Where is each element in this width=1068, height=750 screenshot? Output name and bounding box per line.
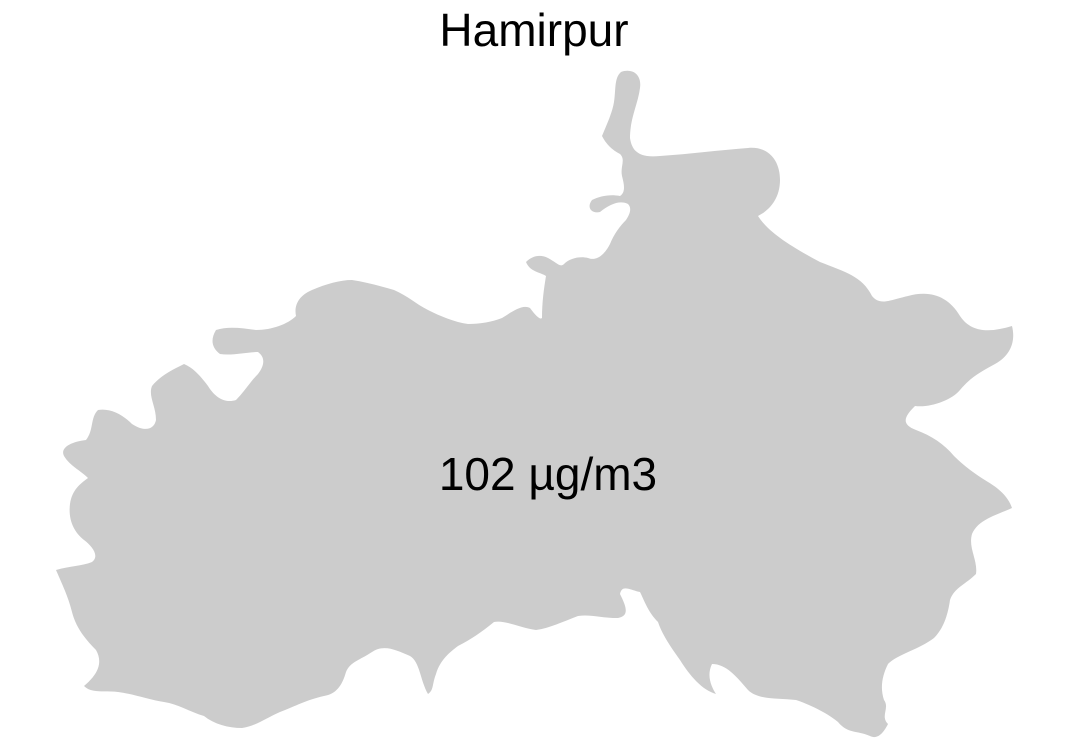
pollution-value-label: 102 µg/m3 xyxy=(438,448,658,500)
district-title: Hamirpur xyxy=(439,4,629,56)
hamirpur-district-shape xyxy=(56,70,1014,738)
